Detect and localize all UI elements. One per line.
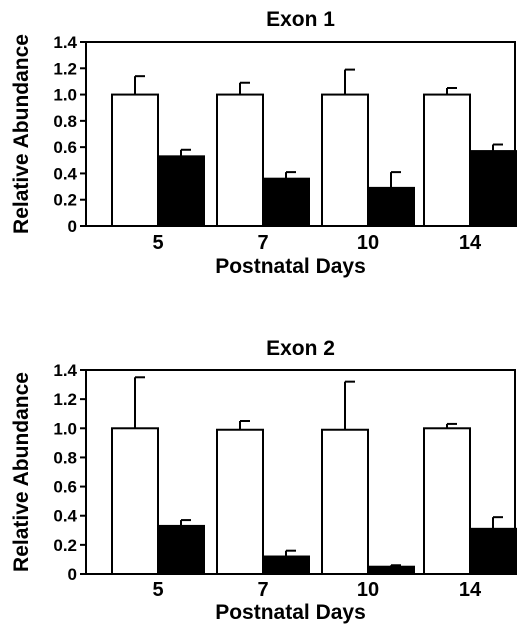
x-axis-label: Postnatal Days [215, 255, 366, 278]
x-tick-label: 7 [257, 579, 268, 601]
y-tick-label: 0.6 [53, 478, 77, 497]
x-tick-label: 14 [459, 579, 482, 601]
bar [111, 427, 159, 575]
bar [367, 565, 415, 576]
x-tick-label: 5 [152, 579, 163, 601]
chart-panel-2: Exon 2 0 0.2 0.4 0.6 0.8 1.0 1.2 1.4 Relative Abu… [10, 337, 517, 624]
x-axis-label: Postnatal Days [215, 601, 366, 624]
bar [216, 428, 264, 575]
y-tick-label: 0.4 [53, 164, 77, 183]
bar [423, 93, 471, 227]
y-tick-label: 0.8 [53, 112, 77, 131]
y-tick-label: 1.4 [53, 33, 77, 52]
y-tick-label: 1.0 [53, 419, 77, 438]
bar [367, 186, 415, 227]
chart-title: Exon 2 [266, 337, 335, 360]
bar [111, 93, 159, 227]
bar [469, 527, 517, 575]
bar [262, 555, 310, 575]
x-tick-label: 5 [152, 232, 163, 254]
bar [157, 524, 205, 576]
y-tick-label: 0 [68, 217, 77, 236]
y-tick-label: 1.2 [53, 390, 77, 409]
bar [216, 93, 264, 227]
y-tick-label: 0 [68, 565, 77, 584]
x-tick-label: 7 [257, 232, 268, 254]
bar [469, 150, 517, 227]
x-tick-label: 10 [357, 579, 379, 601]
y-tick-label: 0.2 [53, 191, 77, 210]
y-tick-label: 1.0 [53, 86, 77, 105]
y-tick-label: 0.4 [53, 507, 77, 526]
x-tick-label: 10 [357, 232, 379, 254]
bar [262, 177, 310, 227]
y-axis-label: Relative Abundance [10, 34, 33, 234]
y-tick-label: 0.2 [53, 536, 77, 555]
bar [157, 155, 205, 227]
chart-panel-1: Exon 1 0 0.2 0.4 0.6 0.8 1.0 1.2 1.4 Relative Abu… [10, 8, 517, 278]
y-tick-label: 1.2 [53, 59, 77, 78]
bar [423, 427, 471, 575]
bar [321, 428, 369, 575]
y-axis-label: Relative Abundance [10, 372, 33, 572]
x-tick-label: 14 [459, 232, 482, 254]
bar [321, 93, 369, 227]
y-tick-label: 0.6 [53, 138, 77, 157]
y-tick-label: 0.8 [53, 448, 77, 467]
y-tick-label: 1.4 [53, 361, 77, 380]
chart-title: Exon 1 [266, 8, 335, 31]
